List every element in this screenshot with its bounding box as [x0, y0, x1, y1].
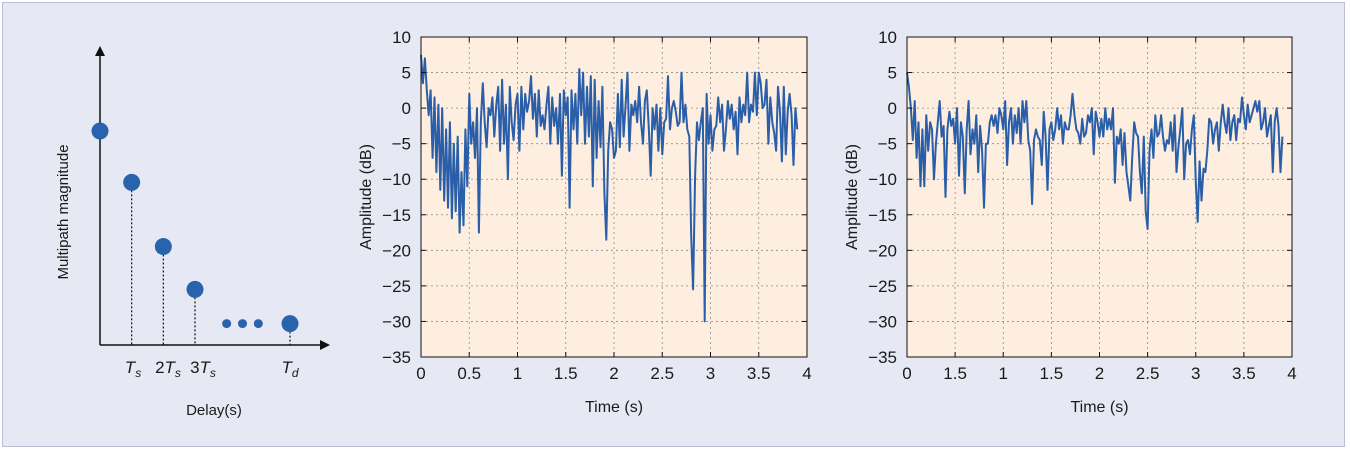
plot1-ylabel: Amplitude (dB): [358, 144, 375, 250]
plot2-ytick-label: −5: [878, 135, 897, 154]
plot2-xtick-label: 2.5: [1136, 364, 1160, 383]
plot2-xtick-label: 1.5: [1040, 364, 1064, 383]
plot2-ytick-label: 10: [878, 28, 897, 47]
plot2-xtick-label: 2: [1095, 364, 1104, 383]
plot2-ytick-label: 5: [888, 64, 897, 83]
plot1-xtick-label: 3: [706, 364, 715, 383]
ellipsis-dot: [253, 319, 263, 329]
plot2-ytick-label: −15: [868, 206, 897, 225]
plot1-xtick-label: 0: [416, 364, 425, 383]
plot1-ytick-label: −30: [382, 312, 411, 331]
tap-marker: [154, 238, 172, 256]
plot2-ytick-label: −10: [868, 170, 897, 189]
plot2-xlabel: Time (s): [1070, 399, 1128, 416]
plot1-xtick-label: 2: [609, 364, 618, 383]
plot2-series-line: [906, 72, 1284, 230]
plot1-ytick-label: −10: [382, 170, 411, 189]
plot2-ytick-label: −25: [868, 277, 897, 296]
multipath-xlabel: Delay(s): [186, 402, 242, 419]
plot1-ytick-label: −5: [392, 135, 411, 154]
ellipsis-dot: [238, 319, 247, 329]
plot1-xtick-label: 4: [802, 364, 811, 383]
multipath-ylabel: Multipath magnitude: [55, 144, 72, 279]
tap-marker: [123, 173, 141, 191]
delay-tick-2ts: 2Ts: [155, 358, 181, 380]
plot1-ytick-label: −20: [382, 241, 411, 260]
plot1-xtick-label: 1: [513, 364, 522, 383]
tap-marker: [186, 280, 204, 298]
plot2-xtick-label: 3: [1191, 364, 1200, 383]
plot1-ytick-label: 10: [392, 28, 411, 47]
plot1-xtick-label: 0.5: [457, 364, 481, 383]
plot1-xtick-label: 2.5: [650, 364, 674, 383]
plot1-ytick-label: −35: [382, 348, 411, 367]
tap-marker: [91, 122, 109, 140]
delay-tick-3ts: 3Ts: [190, 358, 216, 380]
plot1-ytick-label: 5: [402, 64, 411, 83]
plot2-xtick-label: 0: [902, 364, 911, 383]
plot2-ytick-label: −35: [868, 348, 897, 367]
tap-marker: [281, 315, 299, 333]
ellipsis-dot: [222, 319, 232, 329]
delay-tick-td: Td: [281, 358, 298, 380]
multipath-delay-profile: Multipath magnitude Delay(s) Ts 2Ts 3Ts …: [55, 46, 330, 419]
amplitude-plot-1: 0 0.5 1 1.5 2 2.5 3 3.5 4 10 5 0 −5 −10 −15 −20 −25 −30 −3…: [358, 28, 812, 416]
plot1-series-line: [420, 54, 799, 323]
plot1-ytick-label: 0: [402, 99, 411, 118]
plot1-xtick-label: 1.5: [554, 364, 578, 383]
plot1-xtick-label: 3.5: [747, 364, 771, 383]
plot2-xtick-label: 1.5: [943, 364, 967, 383]
plot2-xtick-label: 1: [999, 364, 1008, 383]
plot1-ytick-label: −15: [382, 206, 411, 225]
plot2-ylabel: Amplitude (dB): [844, 144, 861, 250]
plot2-xtick-label: 4: [1287, 364, 1296, 383]
plot2-ytick-label: −20: [868, 241, 897, 260]
plot2-ytick-label: −30: [868, 312, 897, 331]
delay-tick-ts: Ts: [125, 358, 141, 380]
plot1-xlabel: Time (s): [585, 399, 643, 416]
plot2-xtick-label: 3.5: [1232, 364, 1256, 383]
amplitude-plot-2: 0 1.5 1 1.5 2 2.5 3 3.5 4 10 5 0 −5 −10 −15 −20 −25 −30 −3…: [844, 28, 1297, 416]
plot1-ytick-label: −25: [382, 277, 411, 296]
plot2-ytick-label: 0: [888, 99, 897, 118]
